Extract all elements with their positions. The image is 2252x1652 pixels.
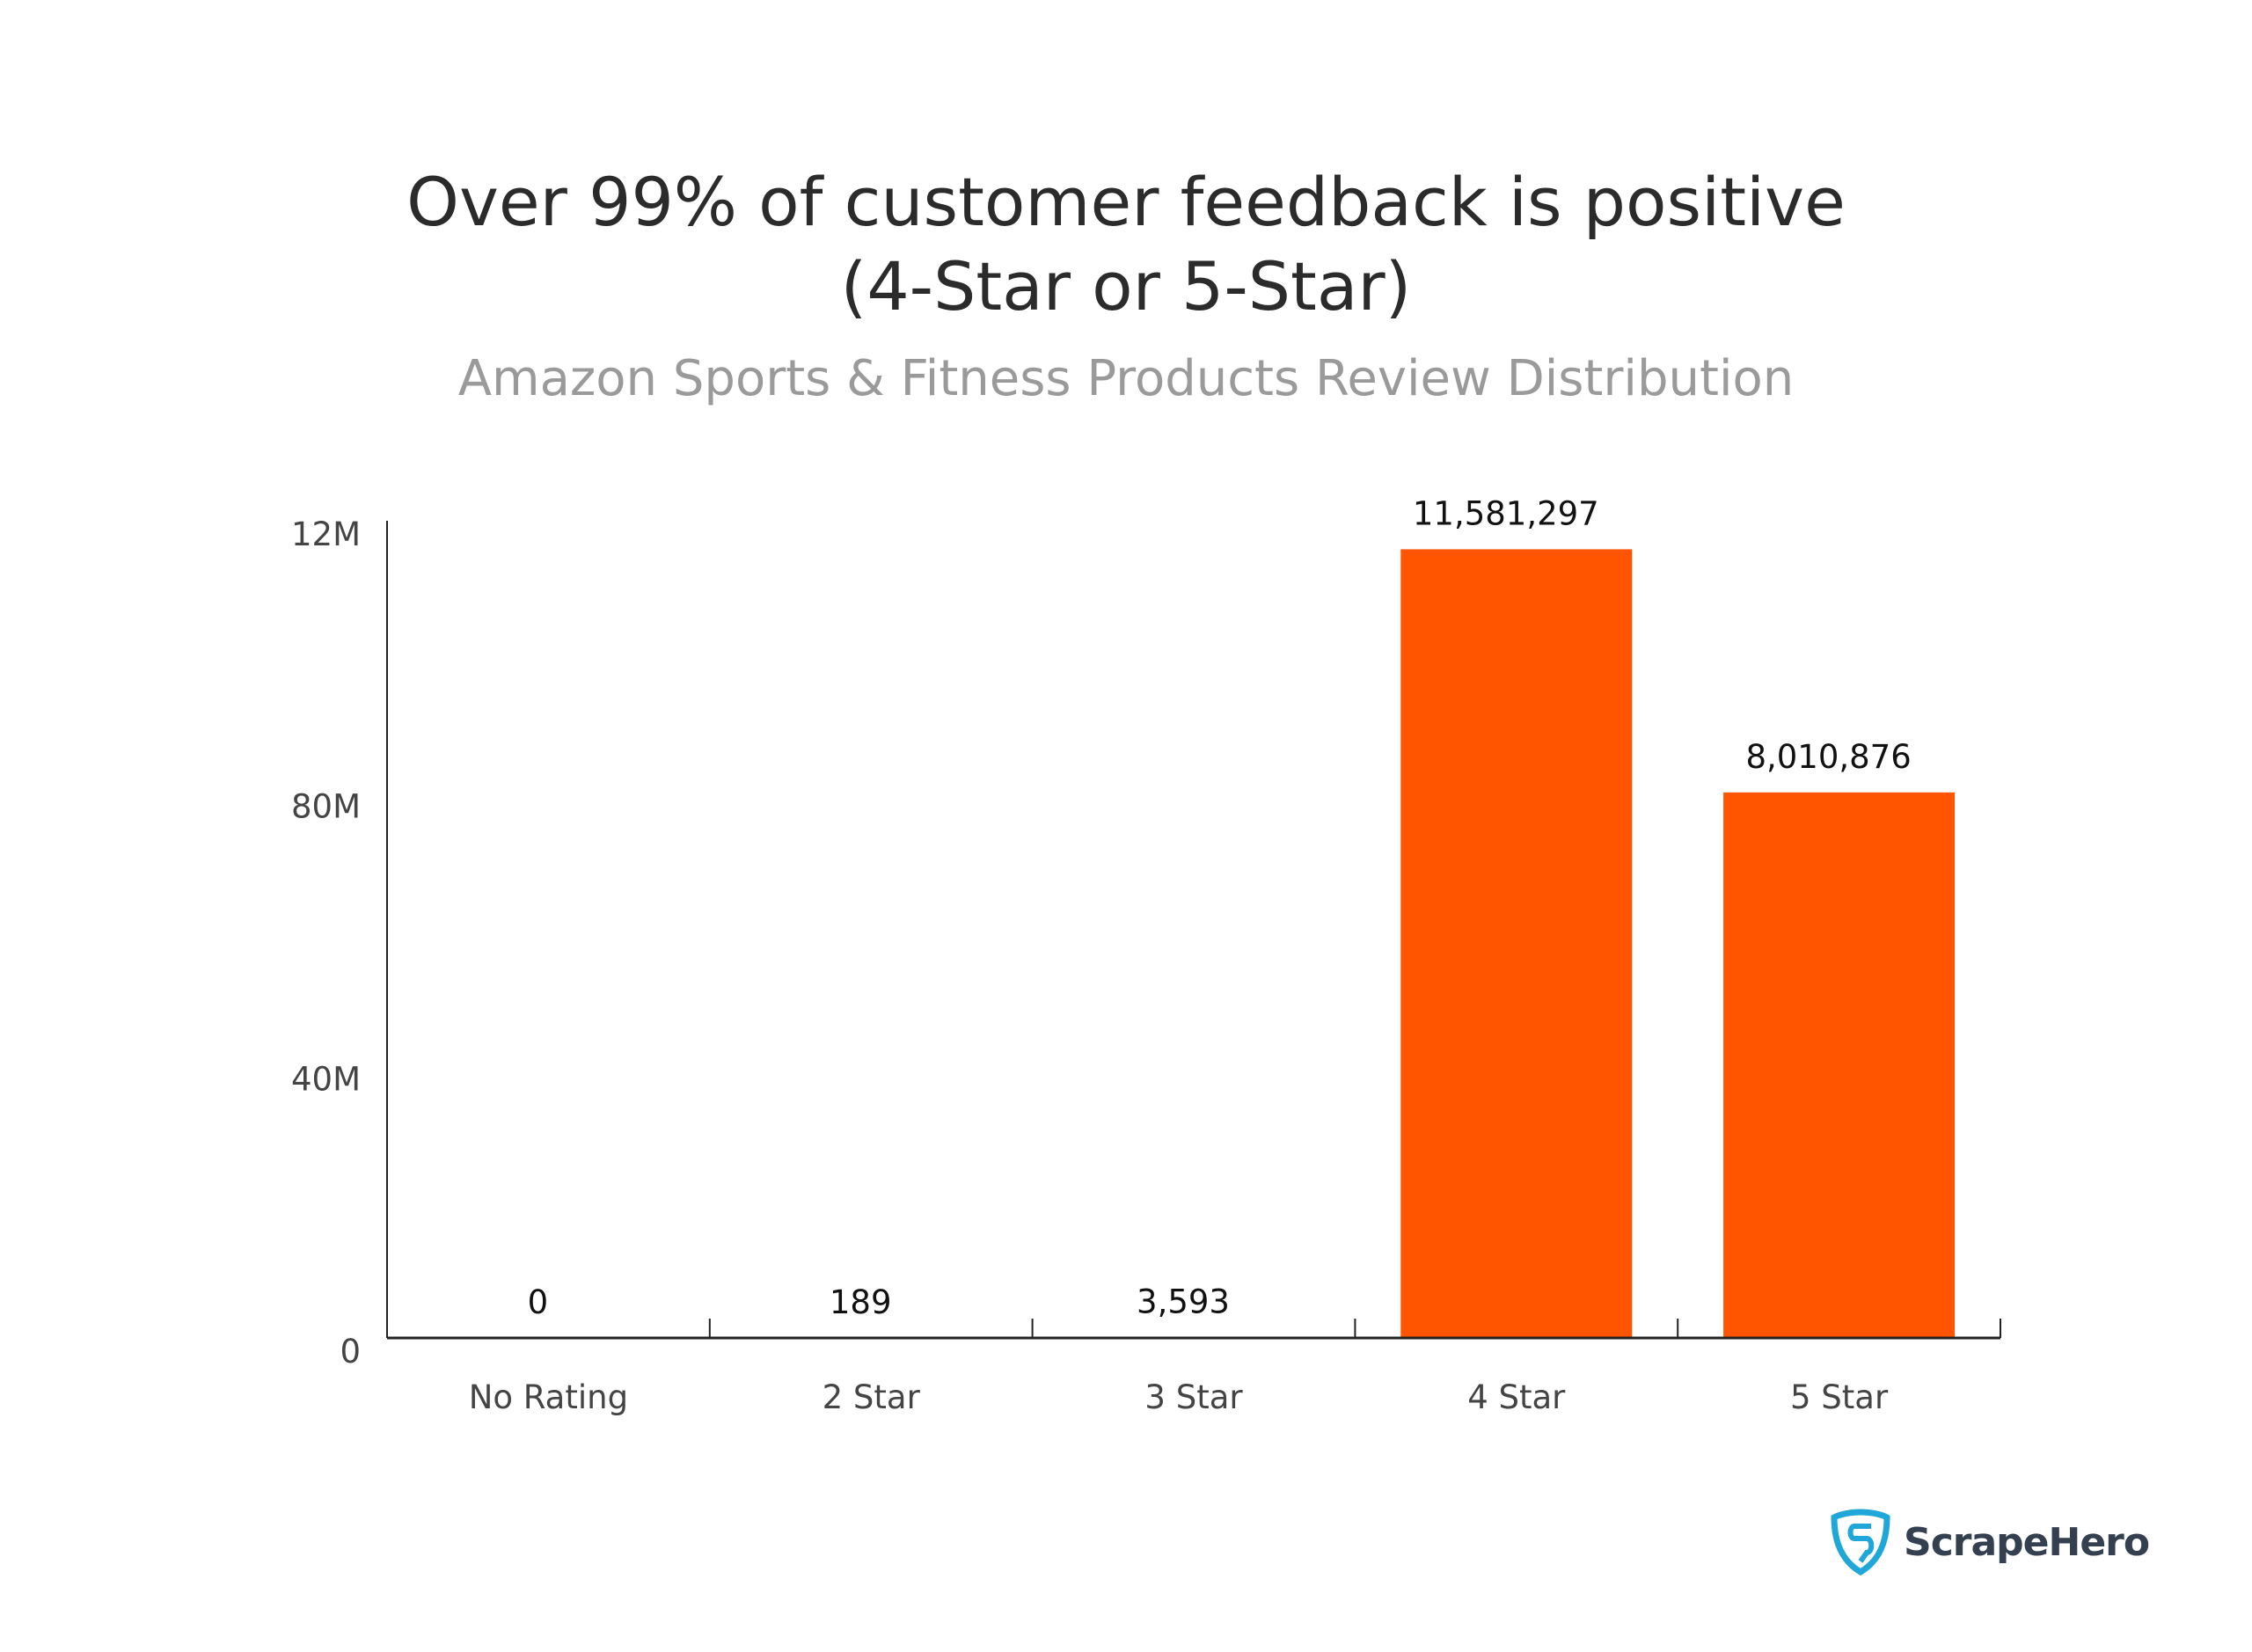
data-label: 189 [830,1283,892,1321]
x-tick-label: 5 Star [1790,1378,1889,1416]
y-tick-label: 0 [340,1333,361,1371]
brand-name: ScrapeHero [1904,1519,2150,1565]
y-tick-label: 12M [291,515,361,553]
chart-title-line-2: (4-Star or 5-Star) [840,247,1412,325]
x-tick-label: No Rating [469,1378,628,1416]
data-label: 3,593 [1137,1283,1230,1321]
chart-subtitle: Amazon Sports & Fitness Products Review … [457,350,1795,407]
data-label: 0 [528,1283,549,1321]
scrapehero-logo: ScrapeHero [1830,1509,2150,1575]
data-label: 8,010,876 [1745,738,1911,776]
y-tick-label: 80M [291,788,361,826]
x-tick-label: 2 Star [823,1378,921,1416]
bar-4-star [1400,549,1633,1338]
x-tick-label: 4 Star [1467,1378,1566,1416]
bar-5-star [1723,792,1956,1338]
chart-title-line-1: Over 99% of customer feedback is positiv… [406,163,1846,241]
data-label: 11,581,297 [1413,494,1599,532]
x-tick-label: 3 Star [1144,1378,1243,1416]
shield-s-icon [1831,1509,1890,1575]
y-tick-label: 40M [291,1060,361,1098]
